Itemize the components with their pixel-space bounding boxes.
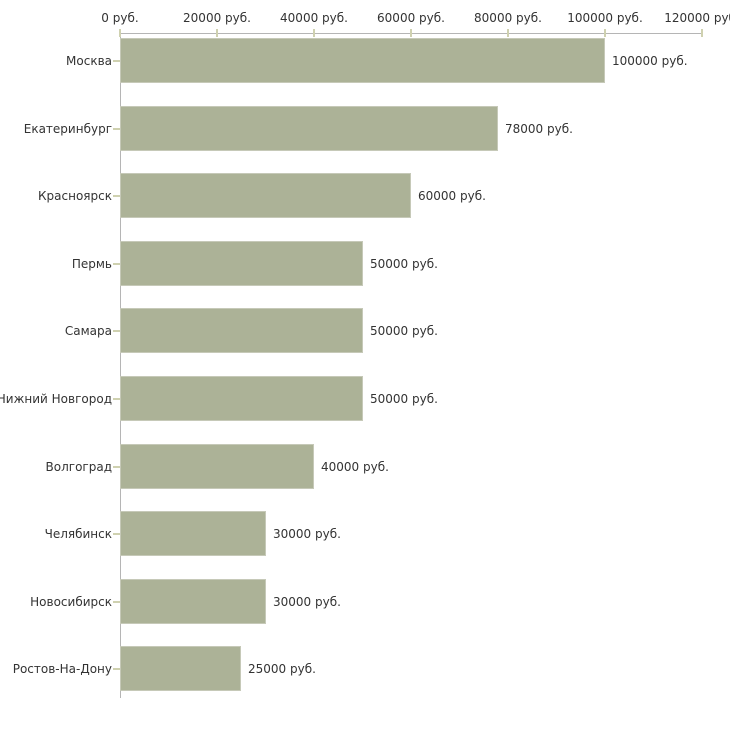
- bar-4: [120, 308, 363, 353]
- x-tick-mark: [410, 29, 412, 37]
- value-label: 30000 руб.: [273, 594, 341, 609]
- x-tick-mark: [701, 29, 703, 37]
- bar-7: [120, 511, 266, 556]
- y-tick-mark: [113, 398, 120, 400]
- category-label: Красноярск: [38, 188, 112, 203]
- bar-9: [120, 646, 241, 691]
- y-tick-mark: [113, 60, 120, 62]
- value-label: 50000 руб.: [370, 323, 438, 338]
- y-tick-mark: [113, 195, 120, 197]
- value-label: 60000 руб.: [418, 188, 486, 203]
- x-tick-label: 0 руб.: [101, 11, 139, 25]
- value-label: 50000 руб.: [370, 256, 438, 271]
- category-label: Москва: [66, 53, 112, 68]
- x-tick-mark: [216, 29, 218, 37]
- category-label: Екатеринбург: [23, 121, 112, 136]
- bar-8: [120, 579, 266, 624]
- x-tick-mark: [119, 29, 121, 37]
- category-label: Ростов-На-Дону: [12, 661, 112, 676]
- x-tick-label: 80000 руб.: [474, 11, 542, 25]
- bar-0: [120, 38, 605, 83]
- value-label: 100000 руб.: [612, 53, 688, 68]
- value-label: 50000 руб.: [370, 391, 438, 406]
- y-tick-mark: [113, 128, 120, 130]
- y-tick-mark: [113, 263, 120, 265]
- bar-1: [120, 106, 498, 151]
- category-label: Самара: [64, 323, 112, 338]
- y-tick-mark: [113, 668, 120, 670]
- category-label: Пермь: [71, 256, 112, 271]
- bar-5: [120, 376, 363, 421]
- bar-2: [120, 173, 411, 218]
- value-label: 40000 руб.: [321, 459, 389, 474]
- category-label: Волгоград: [45, 459, 112, 474]
- y-tick-mark: [113, 330, 120, 332]
- y-tick-mark: [113, 466, 120, 468]
- category-label: Новосибирск: [30, 594, 112, 609]
- x-tick-mark: [507, 29, 509, 37]
- bar-3: [120, 241, 363, 286]
- category-label: Челябинск: [44, 526, 112, 541]
- value-label: 25000 руб.: [248, 661, 316, 676]
- x-tick-label: 60000 руб.: [377, 11, 445, 25]
- x-tick-mark: [604, 29, 606, 37]
- x-tick-label: 100000 руб.: [567, 11, 643, 25]
- category-label: Нижний Новгород: [0, 391, 112, 406]
- value-label: 30000 руб.: [273, 526, 341, 541]
- bar-6: [120, 444, 314, 489]
- x-tick-mark: [313, 29, 315, 37]
- y-tick-mark: [113, 533, 120, 535]
- value-label: 78000 руб.: [505, 121, 573, 136]
- x-tick-label: 40000 руб.: [280, 11, 348, 25]
- x-tick-label: 120000 руб.: [664, 11, 730, 25]
- y-axis-line: [120, 33, 121, 698]
- x-tick-label: 20000 руб.: [183, 11, 251, 25]
- y-tick-mark: [113, 601, 120, 603]
